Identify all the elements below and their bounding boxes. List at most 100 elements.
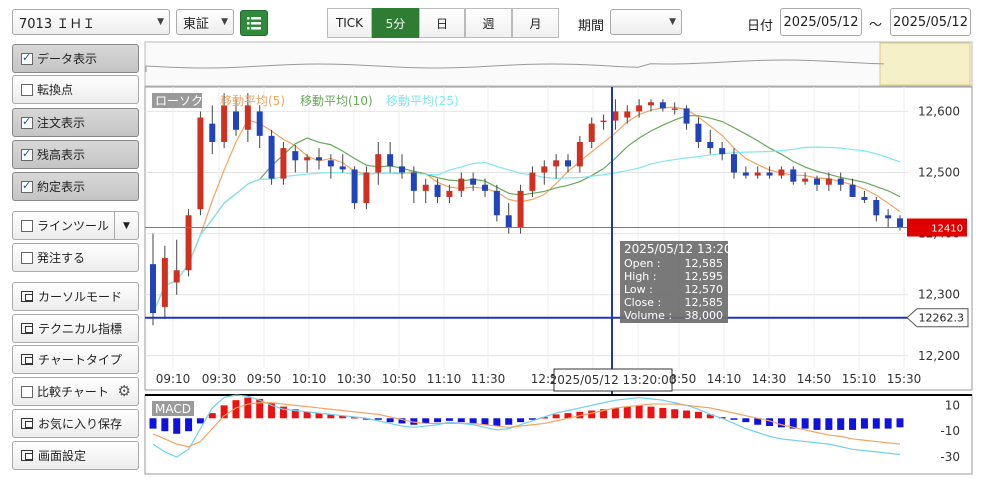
candle-body xyxy=(600,120,607,123)
sidebar-item-12[interactable]: 画面設定 xyxy=(12,441,139,470)
candle-body xyxy=(873,200,880,216)
sidebar-item-11[interactable]: お気に入り保存 xyxy=(12,409,139,438)
macd-histogram-bar xyxy=(386,418,394,423)
macd-histogram-bar xyxy=(161,418,169,432)
market-select[interactable]: 東証 ▼ xyxy=(176,9,234,35)
date-to-input[interactable]: 2025/05/12 xyxy=(890,8,971,36)
candle-body xyxy=(363,172,370,204)
interval-tab-3[interactable]: 週 xyxy=(465,8,512,38)
macd-histogram-bar xyxy=(813,418,821,430)
ohlc-info-value: 12,585 xyxy=(685,296,724,309)
candle-body xyxy=(576,141,583,167)
sidebar-item-8[interactable]: テクニカル指標 xyxy=(12,314,139,343)
candle-body xyxy=(493,190,500,216)
x-tick-label: 14:10 xyxy=(707,372,742,386)
current-price-tag-text: 12410 xyxy=(931,224,963,235)
sidebar-item-1[interactable]: 転換点 xyxy=(12,75,139,104)
macd-histogram-bar xyxy=(837,418,845,430)
ohlc-info-key: High : xyxy=(624,270,656,283)
cursor-time-box xyxy=(553,368,673,392)
chevron-down-icon: ▼ xyxy=(669,17,676,27)
macd-histogram-bar xyxy=(149,418,157,429)
candle-body xyxy=(529,172,536,191)
macd-histogram-bar xyxy=(232,400,240,419)
sidebar-item-label: チャートタイプ xyxy=(38,353,122,367)
candle-body xyxy=(695,123,702,142)
legend-label: 移動平均(25) xyxy=(386,94,459,108)
period-select[interactable]: ▼ xyxy=(610,9,682,35)
candle-body xyxy=(754,172,761,176)
macd-histogram-bar xyxy=(730,418,738,420)
sidebar-item-9[interactable]: チャートタイプ xyxy=(12,345,139,374)
candle-body xyxy=(304,157,311,161)
candle-body xyxy=(517,190,524,228)
x-tick-label: 09:50 xyxy=(247,372,282,386)
window-icon xyxy=(21,354,33,365)
candle-body xyxy=(292,151,299,161)
sidebar-item-3[interactable]: 残高表示 xyxy=(12,140,139,169)
candle-body xyxy=(422,184,429,191)
candle-body xyxy=(588,123,595,142)
x-tick-label: 10:50 xyxy=(382,372,417,386)
candle-body xyxy=(256,111,263,136)
macd-histogram-bar xyxy=(457,418,465,423)
legend-label: ローソク xyxy=(155,94,203,108)
period-label: 期間 xyxy=(578,19,605,34)
candle-body xyxy=(161,258,168,307)
interval-tab-0[interactable]: TICK xyxy=(327,8,372,38)
date-from-input[interactable]: 2025/05/12 xyxy=(780,8,862,36)
macd-histogram-bar xyxy=(445,418,453,421)
macd-histogram-bar xyxy=(588,410,596,419)
list-icon xyxy=(247,17,261,30)
ohlc-info-datetime: 2025/05/12 13:20 xyxy=(624,242,732,256)
stock-select[interactable]: 7013 ＩＨＩ ▼ xyxy=(12,9,170,35)
macd-histogram-bar xyxy=(208,413,216,419)
ohlc-info-key: Open : xyxy=(624,257,661,270)
macd-label-bg xyxy=(152,401,194,416)
candle-body xyxy=(173,270,180,283)
candle-body xyxy=(837,178,844,185)
candle-body xyxy=(897,218,903,228)
gear-icon[interactable]: ⚙ xyxy=(117,382,131,400)
sidebar-item-0[interactable]: データ表示 xyxy=(12,44,139,73)
x-tick-label: 10:30 xyxy=(337,372,372,386)
candle-body xyxy=(482,184,488,191)
overview-range-highlight xyxy=(879,42,971,86)
candle-body xyxy=(351,169,358,204)
ohlc-info-key: Close : xyxy=(624,296,661,309)
candle-body xyxy=(719,148,726,155)
y-tick-label: 12,200 xyxy=(918,349,960,363)
macd-histogram-bar xyxy=(623,406,631,419)
interval-tab-1[interactable]: 5分 xyxy=(372,8,419,38)
macd-histogram-bar xyxy=(754,418,762,425)
checkbox-icon xyxy=(21,51,33,65)
candle-body xyxy=(731,154,737,173)
macd-histogram-bar xyxy=(434,418,442,423)
macd-histogram-bar xyxy=(611,407,619,419)
ohlc-info-box xyxy=(620,241,728,323)
macd-histogram-bar xyxy=(362,418,370,420)
sidebar-item-7[interactable]: カーソルモード xyxy=(12,282,139,311)
x-tick-label: 14:30 xyxy=(752,372,787,386)
macd-histogram-bar xyxy=(291,409,299,419)
sidebar-item-5[interactable]: ラインツール ▼ xyxy=(12,211,139,240)
sidebar-item-4[interactable]: 約定表示 xyxy=(12,172,139,201)
sidebar-item-2[interactable]: 注文表示 xyxy=(12,108,139,137)
candle-body xyxy=(636,105,643,112)
sidebar-item-10[interactable]: 比較チャート ⚙ xyxy=(12,377,139,406)
candle-body xyxy=(766,172,773,176)
sidebar-item-label: ラインツール xyxy=(37,219,110,233)
interval-tab-2[interactable]: 日 xyxy=(419,8,465,38)
macd-histogram-bar xyxy=(635,405,643,419)
candle-body xyxy=(849,184,856,197)
list-menu-button[interactable] xyxy=(240,10,268,36)
chevron-down-icon[interactable]: ▼ xyxy=(114,212,138,239)
interval-tab-4[interactable]: 月 xyxy=(512,8,559,38)
sidebar-item-6[interactable]: 発注する xyxy=(12,243,139,272)
x-tick-label: 14:50 xyxy=(797,372,832,386)
macd-histogram-bar xyxy=(789,418,797,429)
legend-swatch xyxy=(152,93,202,108)
stock-select-value: 7013 ＩＨＩ xyxy=(19,16,96,32)
